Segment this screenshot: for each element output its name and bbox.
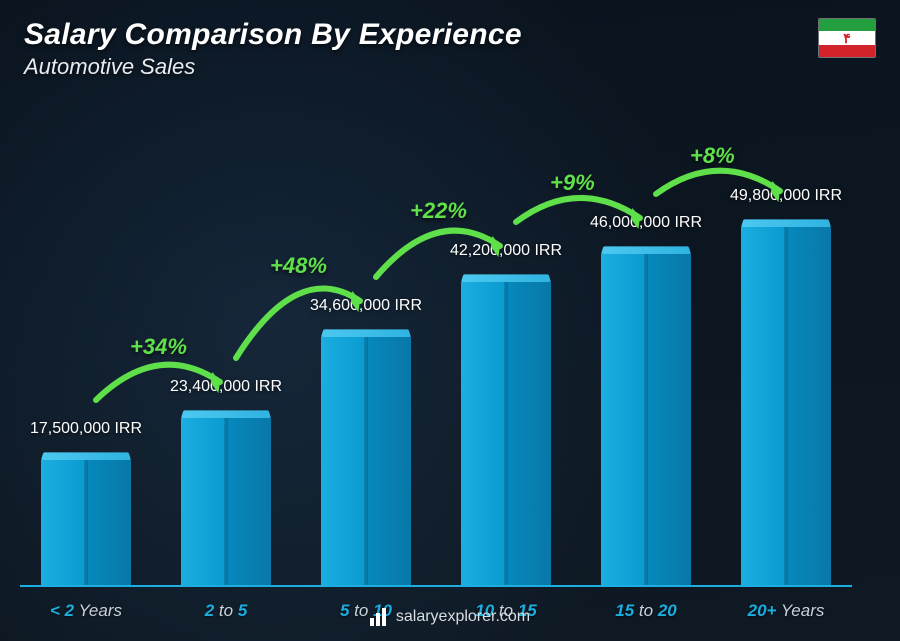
growth-arrow-arc [636, 129, 800, 214]
bar-top-face [741, 219, 831, 227]
logo-bars-icon [370, 608, 388, 626]
bar-body [181, 418, 271, 587]
flag-emblem-icon: ۴ [843, 31, 851, 45]
chart-subtitle: Automotive Sales [24, 54, 522, 80]
flag-stripe-mid: ۴ [819, 31, 875, 45]
header: Salary Comparison By Experience Automoti… [24, 18, 876, 80]
footer-site: salaryexplorer.com [396, 608, 530, 626]
flag-stripe-bottom [819, 45, 875, 57]
chart-title: Salary Comparison By Experience [24, 18, 522, 52]
infographic-canvas: Salary Comparison By Experience Automoti… [0, 0, 900, 641]
bar-body [461, 282, 551, 587]
bar-top-face [41, 452, 131, 460]
bar-value-label: 17,500,000 IRR [30, 420, 142, 438]
bar-top-face [601, 246, 691, 254]
footer-attribution: salaryexplorer.com [370, 608, 530, 626]
bar-body [41, 460, 131, 587]
title-block: Salary Comparison By Experience Automoti… [24, 18, 522, 80]
bar-body [601, 254, 691, 587]
chart-baseline [20, 585, 852, 587]
country-flag-iran: ۴ [818, 18, 876, 58]
bar-body [741, 227, 831, 587]
footer: salaryexplorer.com [0, 608, 900, 631]
